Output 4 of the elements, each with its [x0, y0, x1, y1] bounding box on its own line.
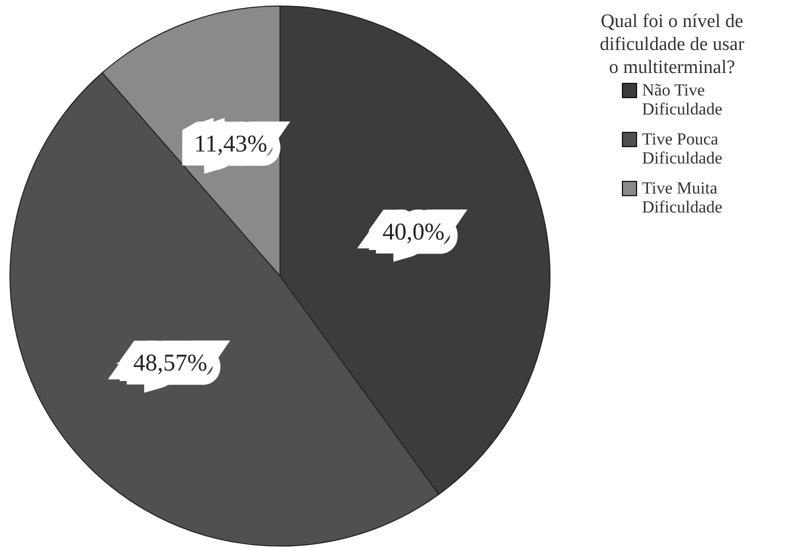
legend-title: Qual foi o nível de dificuldade de usar o multiterminal? [600, 11, 745, 78]
legend-label: Tive Pouca Dificuldade [642, 130, 722, 168]
legend-label: Não Tive Dificuldade [642, 80, 722, 118]
legend-label: Tive Muita Dificuldade [642, 178, 722, 216]
